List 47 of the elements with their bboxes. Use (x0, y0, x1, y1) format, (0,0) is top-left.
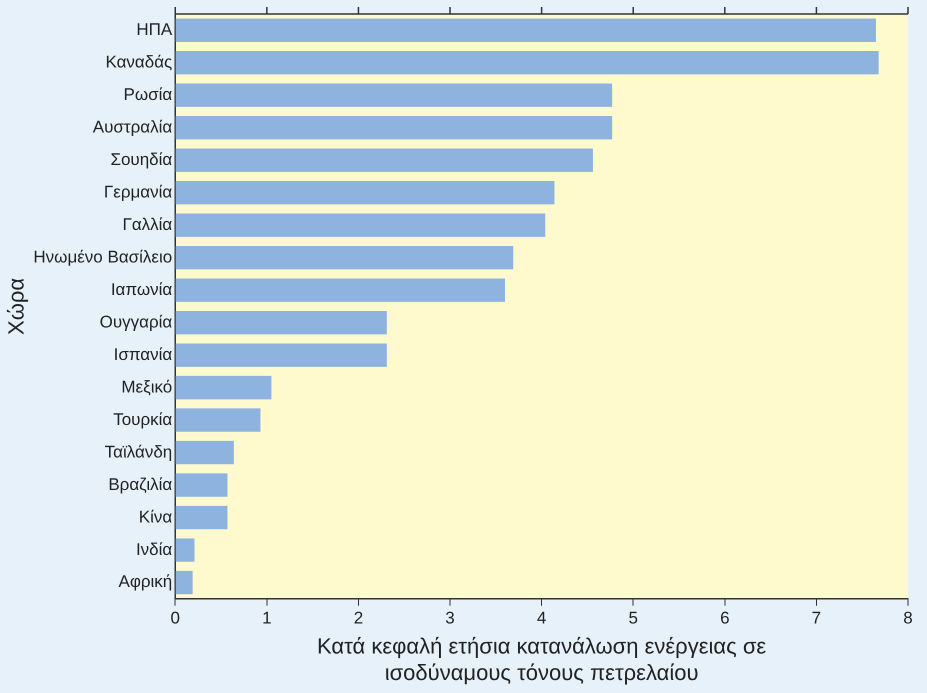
x-tick-label: 4 (536, 608, 546, 628)
bar (176, 278, 505, 302)
y-tick-label: Ιαπωνία (110, 280, 172, 299)
bar (176, 310, 387, 334)
y-tick-label: ΗΠΑ (136, 20, 173, 39)
bar (176, 116, 612, 140)
y-tick-label: Τουρκία (113, 410, 172, 429)
y-tick-label: Καναδάς (105, 52, 172, 72)
bar (176, 538, 194, 562)
y-tick-label: Ινδία (136, 540, 172, 559)
bar (176, 408, 260, 432)
x-tick-label: 2 (354, 608, 364, 628)
y-tick-label: Μεξικό (121, 377, 172, 396)
bar (176, 343, 387, 367)
x-tick-label: 0 (170, 608, 180, 628)
y-tick-label: Κίνα (138, 507, 172, 526)
bar (176, 506, 228, 530)
y-tick-label: Σουηδία (110, 150, 172, 169)
y-tick-label: Γαλλία (122, 214, 172, 234)
x-tick-label: 8 (903, 608, 913, 628)
y-tick-label: Βραζιλία (108, 474, 172, 494)
bar (176, 376, 272, 400)
bar (176, 18, 876, 42)
bar (176, 213, 546, 237)
y-tick-label: Γερμανία (104, 182, 172, 202)
x-tick-label: 1 (262, 608, 272, 628)
bar (176, 473, 228, 497)
bar (176, 246, 514, 270)
y-tick-label: Ρωσία (124, 84, 172, 104)
bar (176, 180, 554, 204)
y-tick-label: Ουγγαρία (100, 312, 172, 332)
x-tick-label: 7 (812, 608, 822, 628)
y-tick-label: Ηνωμένο Βασίλειο (33, 247, 172, 266)
bar (176, 84, 612, 107)
bar (176, 570, 193, 594)
y-tick-label: Αυστραλία (92, 117, 172, 136)
x-tick-label: 5 (628, 608, 638, 628)
y-tick-label: Αφρική (118, 572, 172, 592)
bar (176, 148, 593, 172)
x-axis-title: Κατά κεφαλή ετήσια κατανάλωση ενέργειας σε ισοδύναμους τόνους πετρελαίου (317, 633, 766, 685)
y-tick-label: Ταϊλάνδη (104, 442, 172, 462)
bar (176, 440, 234, 464)
y-axis-title: Χώρα (3, 278, 28, 335)
bar (176, 51, 879, 74)
y-tick-label: Ισπανία (114, 344, 172, 364)
x-tick-label: 6 (720, 608, 730, 628)
x-tick-label: 3 (445, 608, 455, 628)
